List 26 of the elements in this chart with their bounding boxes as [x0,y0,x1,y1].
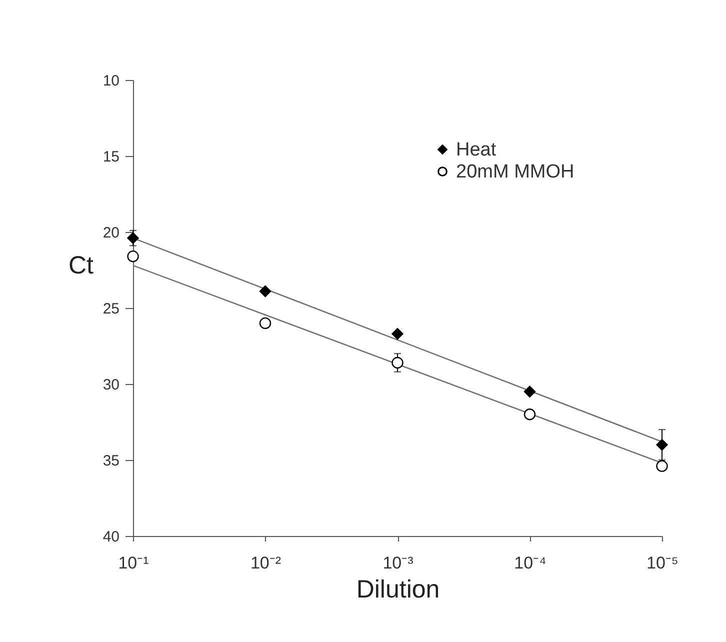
y-axis-title: Ct [68,252,94,280]
point [259,317,272,330]
point [127,232,139,244]
y-tick-label: 25 [102,300,120,318]
x-tick-label: 10⁻² [250,554,282,572]
legend-label: Heat [456,140,497,160]
y-tick-label: 20 [102,224,120,242]
x-tick-label: 10⁻⁴ [514,554,546,572]
point [524,386,536,398]
y-tick-label: 15 [102,148,120,166]
legend-label: 20mM MMOH [456,162,574,182]
x-tick-label: 10⁻¹ [118,554,150,572]
x-tick-label: 10⁻³ [382,554,414,572]
point [127,250,139,262]
y-tick-label: 40 [102,528,120,546]
y-tick-label: 35 [102,452,120,470]
point [656,460,668,472]
x-axis-title: Dilution [356,576,440,604]
point [656,438,668,451]
x-tick-label: 10⁻⁵ [646,554,678,572]
point [392,356,404,369]
y-tick-label: 10 [102,72,120,90]
y-tick-label: 30 [102,376,120,394]
point [259,285,272,298]
point [524,408,536,420]
point [392,328,404,340]
